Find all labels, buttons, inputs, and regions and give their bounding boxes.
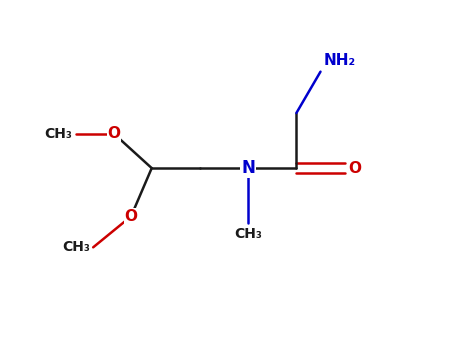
Text: CH₃: CH₃ (45, 127, 72, 141)
Text: O: O (348, 161, 361, 176)
Text: O: O (107, 126, 120, 141)
Text: O: O (125, 209, 137, 224)
Text: N: N (241, 159, 255, 177)
Text: NH₂: NH₂ (324, 53, 356, 68)
Text: CH₃: CH₃ (62, 240, 90, 254)
Text: CH₃: CH₃ (234, 227, 262, 241)
